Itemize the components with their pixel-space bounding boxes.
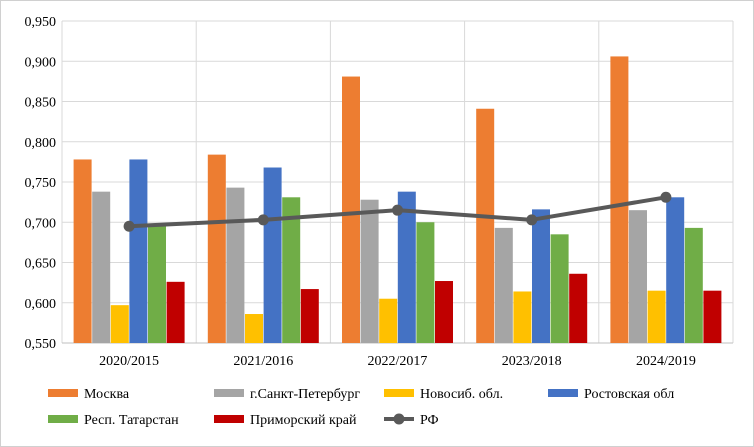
legend: Москва г.Санкт-Петербург Новосиб. обл. Рост… bbox=[48, 387, 674, 428]
bar-1-4 bbox=[476, 108, 495, 344]
legend-swatch bbox=[384, 389, 414, 397]
rf-point bbox=[392, 204, 403, 216]
y-tick-label: 0,750 bbox=[25, 176, 57, 191]
x-tick-label: 2021/2016 bbox=[233, 354, 293, 369]
y-tick-label: 0,850 bbox=[25, 96, 57, 111]
bar-3-2 bbox=[245, 314, 263, 343]
legend-swatch bbox=[548, 389, 578, 397]
bar-6-4 bbox=[569, 273, 588, 343]
bar-6-1 bbox=[166, 281, 185, 343]
y-tick-label: 0,800 bbox=[25, 136, 57, 151]
bar-5-2 bbox=[282, 197, 301, 343]
bar-2-1 bbox=[92, 191, 111, 343]
rf-point bbox=[123, 220, 135, 232]
legend-swatch bbox=[48, 415, 78, 423]
legend-swatch bbox=[214, 415, 244, 423]
x-tick-label: 2024/2019 bbox=[636, 354, 696, 369]
rf-point bbox=[660, 191, 672, 203]
legend-label: г.Санкт-Петербург bbox=[250, 387, 360, 402]
bar-3-1 bbox=[110, 305, 129, 343]
bar-3-5 bbox=[647, 290, 666, 343]
bar-1-2 bbox=[207, 154, 226, 343]
x-tick-label: 2022/2017 bbox=[368, 354, 428, 369]
y-tick-label: 0,700 bbox=[25, 216, 57, 231]
x-tick-label: 2020/2015 bbox=[99, 354, 159, 369]
legend-label: Ростовская обл bbox=[584, 387, 674, 402]
legend-swatch bbox=[48, 389, 78, 397]
rf-point bbox=[526, 214, 538, 226]
y-tick-label: 0,600 bbox=[25, 297, 57, 312]
bar-4-2 bbox=[263, 167, 282, 343]
rf-line bbox=[123, 191, 672, 232]
bar-5-5 bbox=[684, 227, 703, 343]
y-tick-label: 0,550 bbox=[25, 337, 57, 352]
y-axis-ticks: 0,550 0,600 0,650 0,700 0,750 0,800 0,850 0,900… bbox=[25, 15, 57, 352]
legend-label: Новосиб. обл. bbox=[420, 387, 503, 402]
bar-4-5 bbox=[666, 197, 685, 343]
bar-4-1 bbox=[129, 159, 148, 343]
bar-6-3 bbox=[435, 281, 453, 343]
bar-4-4 bbox=[532, 209, 550, 343]
bar-2-4 bbox=[494, 227, 513, 343]
legend-label: Приморский край bbox=[250, 413, 357, 428]
bar-2-5 bbox=[629, 210, 647, 343]
legend-label: Респ. Татарстан bbox=[84, 413, 179, 428]
legend-swatch bbox=[214, 389, 244, 397]
bar-5-3 bbox=[416, 222, 435, 343]
legend-marker bbox=[393, 413, 405, 425]
bar-6-5 bbox=[703, 290, 722, 343]
bar-3-4 bbox=[513, 291, 532, 343]
bar-3-3 bbox=[379, 298, 398, 343]
bar-5-4 bbox=[550, 234, 569, 343]
rf-point bbox=[257, 214, 269, 226]
bars bbox=[73, 56, 722, 344]
y-tick-label: 0,950 bbox=[25, 15, 57, 30]
y-tick-label: 0,650 bbox=[25, 257, 57, 272]
bar-1-1 bbox=[73, 159, 92, 343]
bar-4-3 bbox=[397, 191, 416, 343]
bar-2-2 bbox=[226, 187, 245, 343]
y-tick-label: 0,900 bbox=[25, 55, 57, 70]
bar-5-1 bbox=[148, 224, 166, 343]
x-axis-ticks: 2020/2015 2021/2016 2022/2017 2023/2018 2024… bbox=[99, 354, 696, 369]
legend-label: Москва bbox=[84, 387, 130, 402]
x-tick-label: 2023/2018 bbox=[502, 354, 562, 369]
bar-1-3 bbox=[342, 76, 360, 344]
bar-1-5 bbox=[610, 56, 629, 344]
bar-6-2 bbox=[300, 289, 319, 343]
legend-label: РФ bbox=[420, 413, 439, 428]
bar-2-3 bbox=[360, 199, 379, 343]
